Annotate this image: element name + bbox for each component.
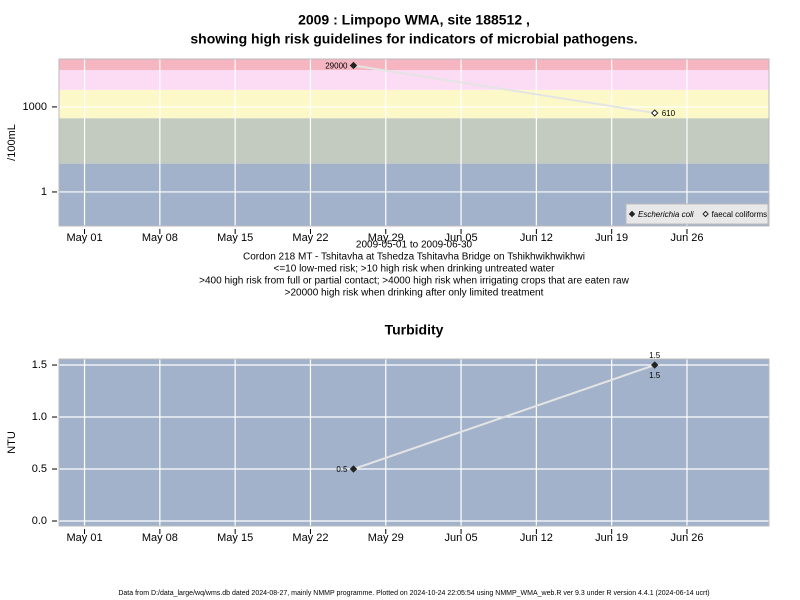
y-tick-label: 1.0 — [32, 411, 47, 423]
x-tick-label: Jun 05 — [445, 532, 478, 544]
y-axis-label: NTU — [6, 431, 18, 454]
x-tick-label: May 22 — [292, 532, 328, 544]
plot-frame — [58, 58, 770, 227]
caption: 2009-05-01 to 2009-06-30 — [356, 240, 473, 251]
legend-box — [625, 203, 769, 225]
x-tick-label: Jun 26 — [670, 232, 703, 244]
y-axis-label: /100mL — [6, 124, 18, 161]
x-tick-label: May 08 — [142, 232, 178, 244]
y-tick-label: 1.5 — [32, 359, 47, 371]
data-point — [650, 109, 659, 117]
caption: Cordon 218 MT - Tshitavha at Tshedza Tsh… — [243, 252, 585, 263]
data-point — [650, 361, 659, 369]
legend-label: Escherichia coli — [638, 210, 694, 219]
plot-background — [59, 359, 769, 526]
risk-band — [59, 59, 769, 71]
legend-marker — [628, 210, 636, 218]
chart-title: Turbidity — [385, 322, 444, 338]
x-tick-label: Jun 12 — [520, 532, 553, 544]
y-tick-label: 0.5 — [32, 463, 47, 475]
line — [353, 364, 656, 470]
data-point — [349, 61, 358, 70]
risk-band — [59, 118, 769, 164]
y-tick-label: 1000 — [23, 101, 47, 113]
caption: >20000 high risk when drinking after onl… — [285, 288, 544, 299]
x-tick-label: May 08 — [142, 532, 178, 544]
x-tick-label: Jun 12 — [520, 232, 553, 244]
plot-frame — [58, 358, 770, 527]
caption: >400 high risk from full or partial cont… — [199, 276, 629, 287]
chart-title: showing high risk guidelines for indicat… — [190, 31, 637, 47]
legend-marker — [702, 210, 709, 218]
x-tick-label: Jun 19 — [595, 232, 628, 244]
x-tick-label: May 22 — [292, 232, 328, 244]
x-tick-label: May 01 — [67, 532, 103, 544]
x-tick-label: Jun 26 — [670, 532, 703, 544]
x-tick-label: May 01 — [67, 232, 103, 244]
legend-label: faecal coliforms — [712, 210, 768, 219]
x-tick-label: Jun 19 — [595, 532, 628, 544]
risk-band — [59, 89, 769, 119]
line — [353, 64, 655, 114]
risk-band — [59, 70, 769, 90]
x-tick-label: May 15 — [217, 532, 253, 544]
x-tick-label: May 29 — [368, 532, 404, 544]
chart-title: 2009 : Limpopo WMA, site 188512 , — [298, 12, 530, 28]
x-tick-label: May 15 — [217, 232, 253, 244]
footer: Data from D:/data_large/wq/wms.db dated … — [118, 590, 709, 597]
y-tick-label: 0.0 — [32, 515, 47, 527]
y-tick-label: 1 — [41, 186, 47, 198]
data-label: 29000 — [325, 62, 348, 71]
data-label: 1.5 — [649, 351, 661, 360]
x-tick-label: May 29 — [368, 232, 404, 244]
data-label: 610 — [662, 109, 676, 118]
data-label: 1.5 — [649, 371, 661, 380]
data-label: 0.5 — [336, 465, 348, 474]
data-point — [349, 465, 358, 473]
x-tick-label: Jun 05 — [445, 232, 478, 244]
caption: <=10 low-med risk; >10 high risk when dr… — [274, 264, 556, 275]
